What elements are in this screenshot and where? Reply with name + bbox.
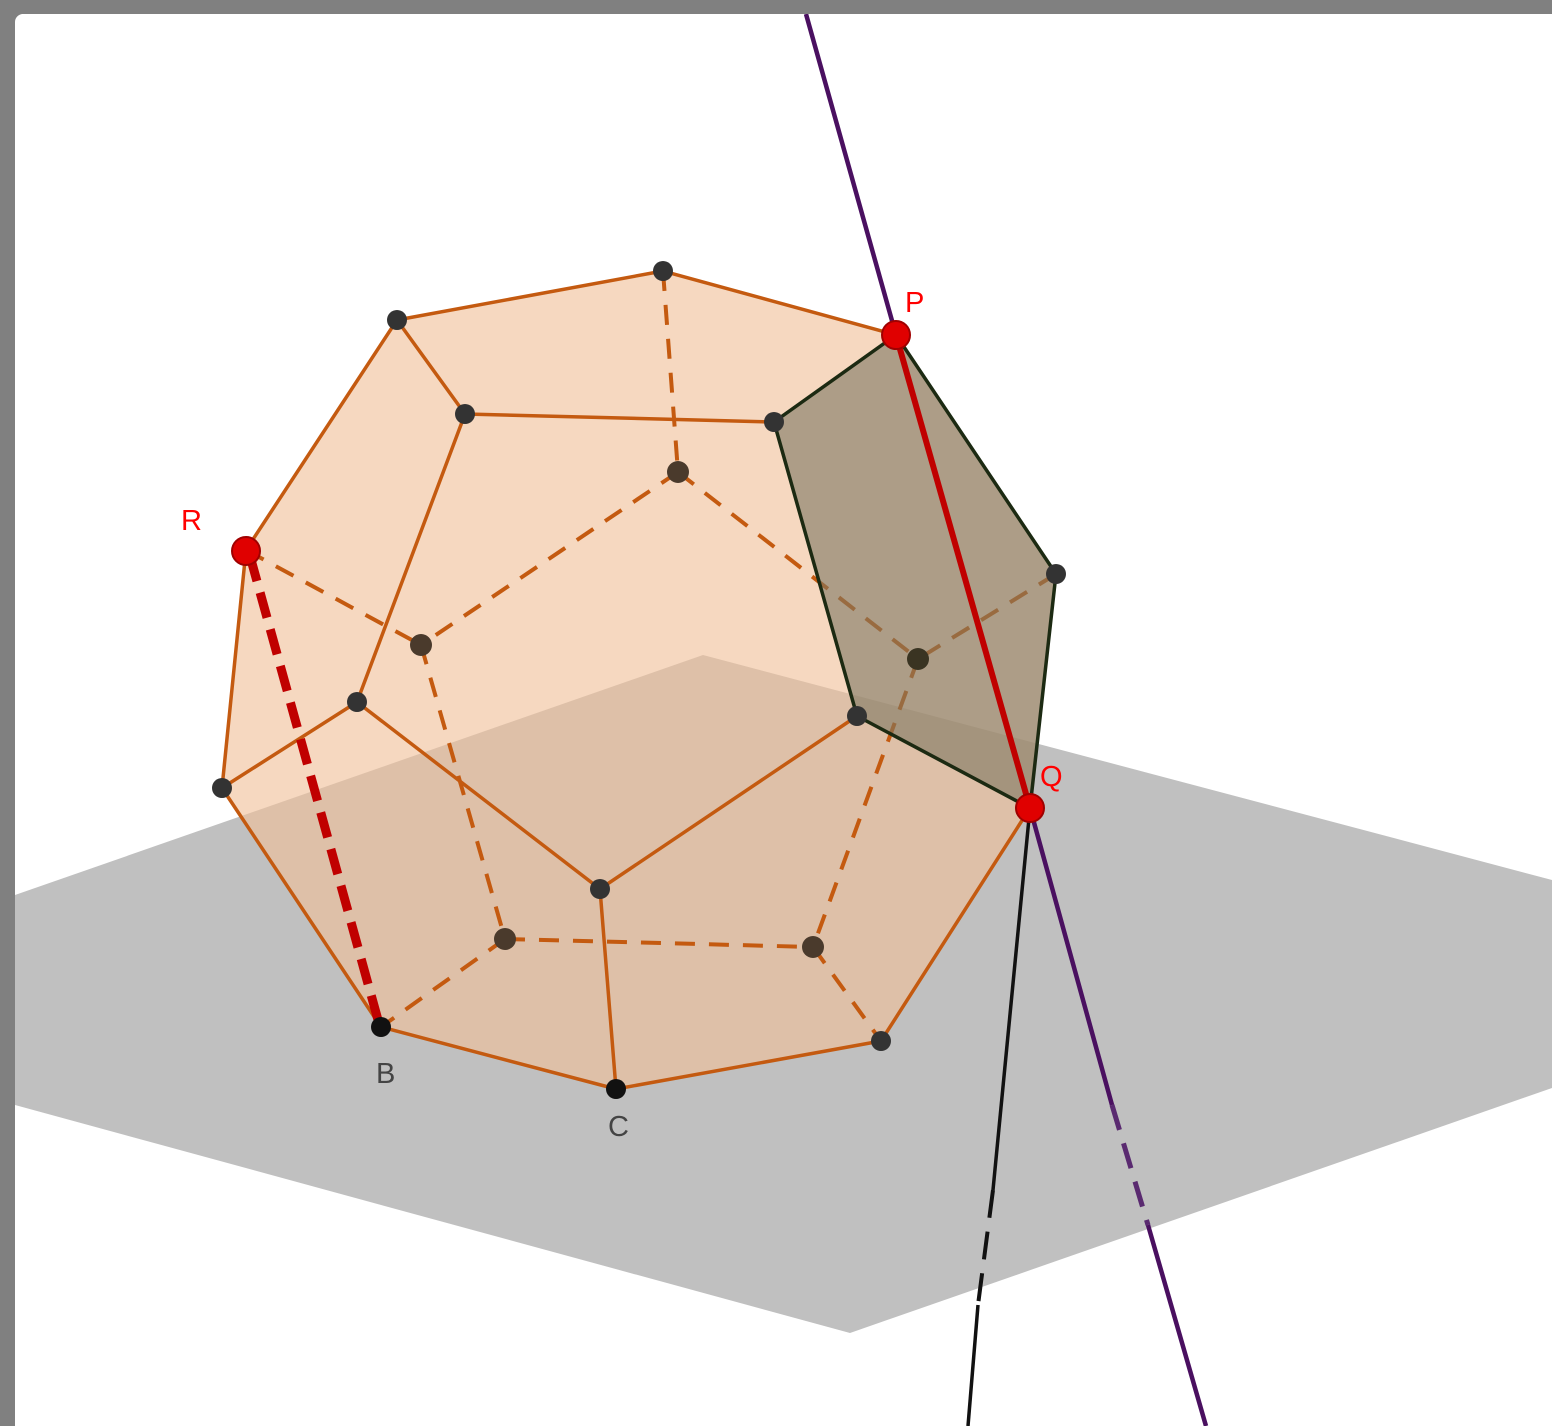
vertex[interactable]: [764, 412, 784, 432]
vertex[interactable]: [802, 936, 824, 958]
black-line-hidden[interactable]: [976, 1189, 995, 1306]
3d-canvas[interactable]: P Q R B C: [15, 14, 1552, 1426]
line-pq[interactable]: [803, 14, 1209, 1426]
vertex[interactable]: [667, 461, 689, 483]
point-q[interactable]: [1015, 793, 1045, 823]
vertex[interactable]: [455, 404, 475, 424]
point-r[interactable]: [231, 536, 261, 566]
vertex[interactable]: [212, 778, 232, 798]
label-p: P: [905, 287, 924, 319]
segment-pq[interactable]: [893, 334, 1033, 809]
visible-edges: [220, 269, 1032, 1091]
vertex[interactable]: [847, 706, 867, 726]
label-r: R: [181, 505, 202, 537]
hidden-line-parts: [976, 1104, 1151, 1306]
segment-rb[interactable]: [245, 554, 383, 1022]
vertex[interactable]: [590, 879, 610, 899]
window-frame-top: [0, 0, 1552, 14]
scene-svg[interactable]: P Q R B C: [15, 14, 1552, 1426]
highlighted-pentagon-face[interactable]: [772, 333, 1058, 810]
vertices: [212, 261, 1066, 1099]
vertex[interactable]: [494, 928, 516, 950]
label-c: C: [608, 1111, 629, 1143]
vertex[interactable]: [653, 261, 673, 281]
line-through-q[interactable]: [966, 807, 1032, 1426]
red-points: [231, 320, 1045, 823]
vertex[interactable]: [347, 692, 367, 712]
vertex[interactable]: [907, 648, 929, 670]
vertex[interactable]: [387, 310, 407, 330]
label-q: Q: [1040, 761, 1063, 793]
label-b: B: [376, 1058, 395, 1090]
vertex[interactable]: [410, 634, 432, 656]
window-frame-left: [0, 0, 15, 1426]
vertex[interactable]: [1046, 564, 1066, 584]
purple-line-hidden[interactable]: [1109, 1104, 1151, 1226]
point-p[interactable]: [881, 320, 911, 350]
point-c[interactable]: [606, 1079, 626, 1099]
point-b[interactable]: [371, 1017, 391, 1037]
vertex[interactable]: [871, 1031, 891, 1051]
